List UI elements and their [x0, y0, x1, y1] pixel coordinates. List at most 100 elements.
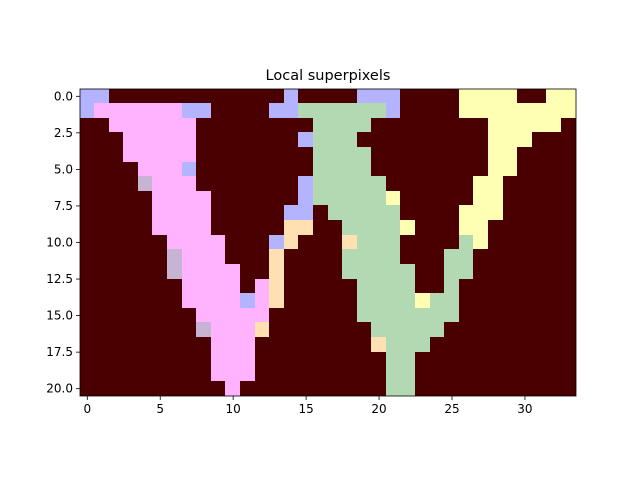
heatmap-cell: [196, 132, 212, 148]
heatmap-cell: [546, 147, 562, 163]
heatmap-cell: [488, 337, 504, 353]
heatmap-cell: [328, 322, 343, 338]
heatmap-cell: [488, 176, 504, 192]
heatmap-cell: [488, 249, 504, 265]
heatmap-cell: [313, 191, 328, 206]
heatmap-cell: [211, 118, 226, 133]
heatmap-cell: [517, 162, 533, 177]
heatmap-cell: [138, 381, 153, 396]
heatmap-cell: [109, 308, 124, 323]
heatmap-cell: [386, 132, 401, 148]
heatmap-cell: [430, 118, 445, 133]
heatmap-cell: [459, 279, 474, 294]
heatmap-cell: [109, 147, 124, 163]
heatmap-cell: [211, 103, 226, 119]
heatmap-cell: [357, 191, 372, 206]
heatmap-cell: [196, 308, 212, 323]
heatmap-cell: [225, 308, 241, 323]
heatmap-cell: [284, 103, 299, 119]
heatmap-cell: [561, 220, 576, 236]
heatmap-cell: [80, 249, 95, 265]
heatmap-cell: [444, 147, 460, 163]
heatmap-cell: [546, 220, 562, 236]
heatmap-cell: [255, 176, 270, 192]
heatmap-cell: [415, 308, 431, 323]
heatmap-cell: [211, 249, 226, 265]
heatmap-cell: [167, 132, 183, 148]
x-axis: 0 5 10 15 20 25 30: [83, 396, 533, 416]
heatmap-cell: [517, 205, 533, 221]
heatmap-cell: [152, 366, 168, 382]
heatmap-cell: [342, 147, 358, 163]
heatmap-cell: [517, 308, 533, 323]
heatmap-cell: [313, 337, 328, 353]
heatmap-cell: [561, 205, 576, 221]
heatmap-cell: [415, 191, 431, 206]
heatmap-cell: [196, 235, 212, 250]
heatmap-cell: [517, 89, 533, 104]
heatmap-cell: [298, 337, 314, 353]
heatmap-cell: [80, 337, 95, 353]
heatmap-cell: [342, 162, 358, 177]
heatmap-cell: [80, 366, 95, 382]
heatmap-cell: [517, 191, 533, 206]
heatmap-cell: [532, 366, 547, 382]
heatmap-cell: [503, 279, 518, 294]
heatmap-cell: [430, 293, 445, 309]
heatmap-cell: [532, 132, 547, 148]
heatmap-cell: [152, 176, 168, 192]
heatmap-cell: [532, 381, 547, 396]
heatmap-cell: [255, 132, 270, 148]
heatmap-cell: [211, 235, 226, 250]
heatmap-cell: [196, 249, 212, 265]
heatmap-cell: [255, 337, 270, 353]
heatmap-cell: [269, 249, 285, 265]
heatmap-cell: [80, 264, 95, 280]
heatmap-cell: [94, 308, 110, 323]
heatmap-cell: [415, 249, 431, 265]
heatmap-cell: [357, 337, 372, 353]
heatmap-cell: [196, 205, 212, 221]
heatmap-cell: [269, 162, 285, 177]
x-tick-label: 15: [298, 402, 313, 416]
heatmap-cell: [561, 176, 576, 192]
heatmap-cell: [430, 205, 445, 221]
heatmap-cell: [269, 191, 285, 206]
heatmap-cell: [298, 249, 314, 265]
heatmap-cell: [80, 89, 95, 104]
heatmap-cell: [240, 366, 256, 382]
heatmap-cell: [517, 322, 533, 338]
heatmap-cell: [561, 293, 576, 309]
heatmap-cell: [284, 249, 299, 265]
heatmap-cell: [269, 118, 285, 133]
heatmap-cell: [284, 279, 299, 294]
heatmap-cell: [386, 176, 401, 192]
heatmap-cell: [546, 103, 562, 119]
heatmap-cell: [240, 352, 256, 367]
heatmap-cell: [430, 352, 445, 367]
heatmap-cell: [138, 89, 153, 104]
heatmap-cell: [196, 279, 212, 294]
heatmap-cell: [167, 337, 183, 353]
heatmap-cell: [138, 205, 153, 221]
x-tick-label: 5: [156, 402, 164, 416]
heatmap-cell: [488, 205, 504, 221]
heatmap-cell: [357, 162, 372, 177]
heatmap-cell: [459, 176, 474, 192]
heatmap-cell: [357, 220, 372, 236]
heatmap-cell: [182, 176, 197, 192]
heatmap-cell: [182, 293, 197, 309]
heatmap-cell: [298, 293, 314, 309]
heatmap-cell: [123, 147, 139, 163]
heatmap-cell: [109, 366, 124, 382]
heatmap-cell: [400, 176, 416, 192]
heatmap-cell: [182, 366, 197, 382]
heatmap-cell: [415, 381, 431, 396]
y-tick-label: 12.5: [46, 272, 73, 286]
heatmap-cell: [269, 322, 285, 338]
heatmap-cell: [532, 308, 547, 323]
x-tick-label: 0: [83, 402, 91, 416]
heatmap-cell: [182, 235, 197, 250]
heatmap-cell: [459, 103, 474, 119]
heatmap-cell: [80, 279, 95, 294]
